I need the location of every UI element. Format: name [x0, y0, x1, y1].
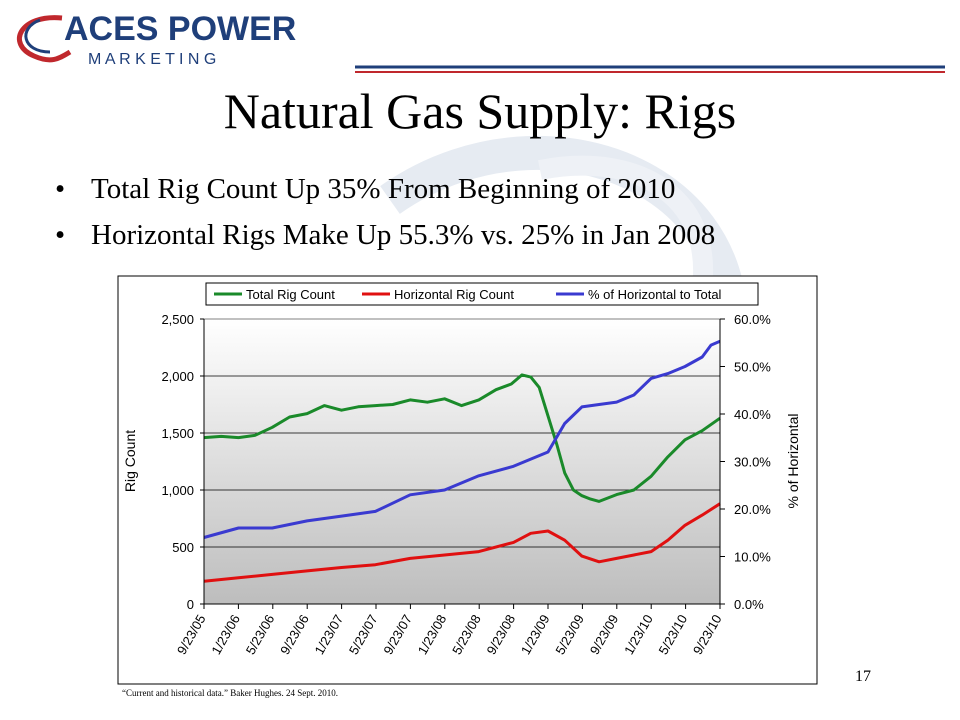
y2-tick-label: 30.0% — [734, 455, 771, 470]
y-axis-title: Rig Count — [122, 430, 138, 492]
y-tick-label: 1,500 — [161, 426, 194, 441]
right-axis-ticks: 0.0% 10.0% 20.0% 30.0% 40.0% 50.0% 60.0% — [719, 312, 771, 612]
logo-name: ACES POWER — [64, 10, 296, 48]
y2-tick-label: 50.0% — [734, 360, 771, 375]
legend-label: Total Rig Count — [246, 287, 335, 302]
y2-tick-label: 40.0% — [734, 407, 771, 422]
page-number: 17 — [855, 668, 871, 685]
series-lines — [203, 339, 721, 583]
source-citation: “Current and historical data.” Baker Hug… — [122, 688, 338, 698]
y-tick-label: 2,500 — [161, 312, 194, 327]
bullet-icon: • — [55, 173, 66, 205]
series-line — [203, 502, 721, 583]
slide-title: Natural Gas Supply: Rigs — [223, 83, 737, 139]
bullet-icon: • — [55, 219, 66, 251]
series-line — [203, 373, 721, 503]
y2-tick-label: 10.0% — [734, 550, 771, 565]
y-tick-label: 0 — [187, 597, 194, 612]
y2-tick-label: 0.0% — [734, 597, 764, 612]
bullet-item: • Horizontal Rigs Make Up 55.3% vs. 25% i… — [55, 212, 715, 258]
y2-tick-label: 60.0% — [734, 312, 771, 327]
legend-label: % of Horizontal to Total — [588, 287, 722, 302]
left-axis-ticks: 0 500 1,000 1,500 2,000 2,500 — [161, 312, 205, 612]
bullet-item: • Total Rig Count Up 35% From Beginning o… — [55, 166, 715, 212]
plot-area — [203, 318, 721, 605]
y-tick-label: 1,000 — [161, 483, 194, 498]
y-tick-label: 500 — [172, 540, 194, 555]
y-tick-label: 2,000 — [161, 369, 194, 384]
legend: Total Rig Count Horizontal Rig Count % of … — [214, 287, 722, 302]
legend-label: Horizontal Rig Count — [394, 287, 514, 302]
bullet-text: Total Rig Count Up 35% From Beginning of… — [91, 173, 676, 205]
series-line — [203, 339, 721, 539]
legend-box — [205, 282, 759, 306]
y2-axis-title: % of Horizontal — [785, 414, 801, 509]
company-logo: ACES POWER M A R K E T I N G — [16, 10, 945, 73]
logo-subtitle: M A R K E T I N G — [88, 51, 216, 68]
bullet-list: • Total Rig Count Up 35% From Beginning o… — [55, 166, 715, 258]
bullet-text: Horizontal Rigs Make Up 55.3% vs. 25% in… — [91, 219, 716, 251]
y2-tick-label: 20.0% — [734, 502, 771, 517]
